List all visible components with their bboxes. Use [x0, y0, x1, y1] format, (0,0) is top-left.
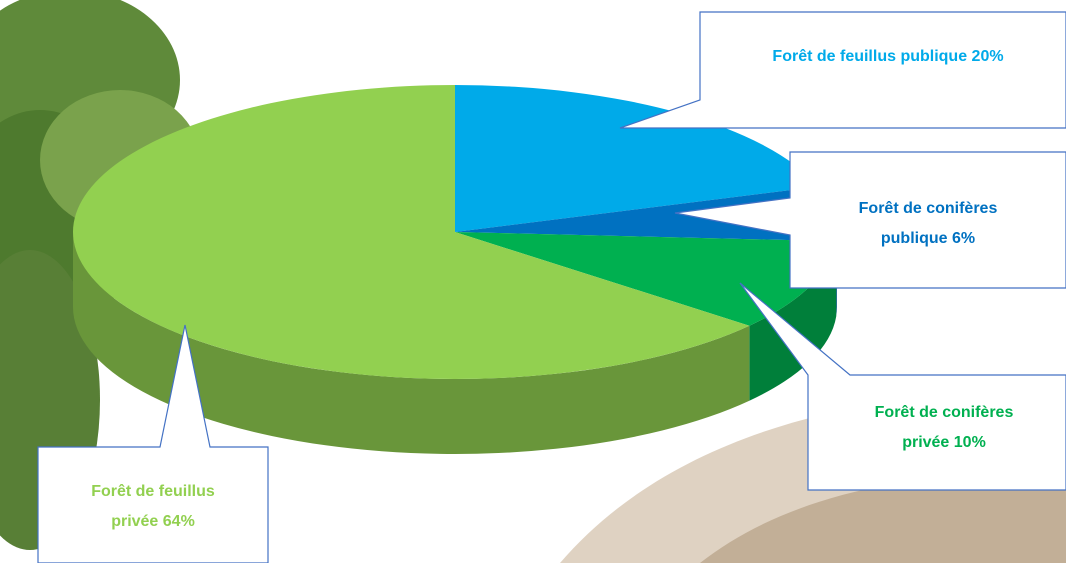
- pie: [72, 85, 838, 455]
- label-value: 64%: [162, 513, 195, 530]
- pie-side: [749, 241, 837, 401]
- callout: [739, 282, 1066, 491]
- data-label: Forêt de conifères privée 10%: [859, 398, 1029, 458]
- label-category: Forêt de conifères privée: [874, 404, 1014, 451]
- callout: [37, 324, 269, 563]
- label-value: 10%: [953, 434, 986, 451]
- data-label: Forêt de feuillus publique 20%: [768, 42, 1008, 72]
- pie-slice: [455, 85, 819, 232]
- data-label: Forêt de feuillus privée 64%: [73, 477, 233, 537]
- pie-slice: [455, 232, 837, 326]
- pie-slice: [72, 85, 750, 380]
- label-value: 20%: [971, 48, 1004, 65]
- callout: [674, 151, 1066, 289]
- label-category: Forêt de feuillus privée: [91, 483, 215, 530]
- data-label: Forêt de conifères publique 6%: [843, 194, 1013, 254]
- callout: [619, 11, 1066, 129]
- label-value: 6%: [951, 230, 976, 247]
- pie-slice: [455, 186, 838, 242]
- pie-side: [73, 232, 750, 455]
- hill: [700, 470, 1066, 563]
- label-category: Forêt de feuillus publique: [772, 48, 968, 65]
- label-category: Forêt de conifères publique: [858, 200, 998, 247]
